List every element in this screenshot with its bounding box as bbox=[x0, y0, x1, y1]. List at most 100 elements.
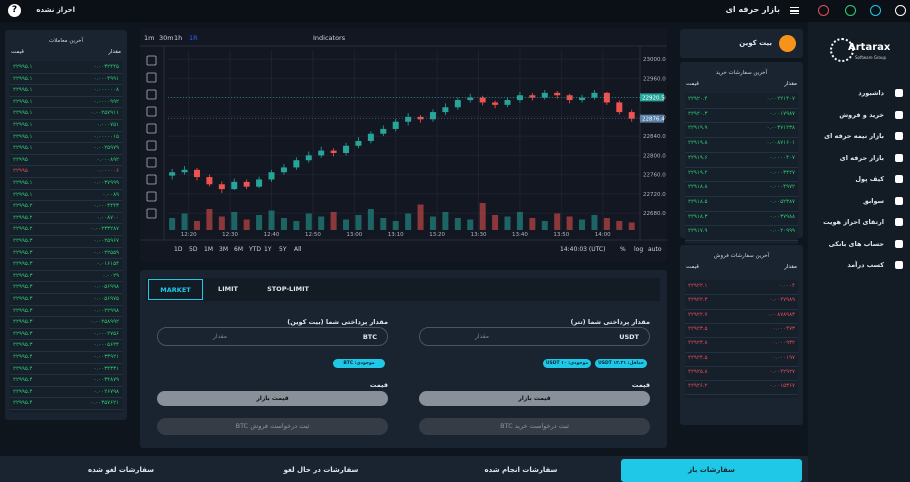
volume-bar bbox=[343, 219, 350, 230]
nav-item[interactable]: سوابق bbox=[863, 196, 884, 205]
sidebar bbox=[808, 22, 910, 482]
candle-body bbox=[417, 116, 424, 120]
interval: 1R bbox=[189, 34, 198, 42]
price: ۲۲۹۲۲.۱ bbox=[688, 283, 708, 289]
x-tick-label: 12:50 bbox=[305, 232, 321, 238]
top-icon[interactable] bbox=[895, 5, 906, 16]
nav-item[interactable]: حساب های بانکی bbox=[828, 239, 884, 248]
orders-tab[interactable]: سفارشات باز bbox=[621, 459, 802, 482]
y-tick-label: 22800.0 bbox=[643, 153, 666, 159]
candle-body bbox=[467, 97, 474, 101]
amount-input[interactable] bbox=[419, 327, 650, 346]
column-head: قیمت bbox=[686, 81, 699, 87]
price: ۲۲۹۹۵.۴ bbox=[13, 400, 33, 407]
orders-tab[interactable]: سفارشات در حال لغو bbox=[283, 466, 359, 474]
amount: ۰.۰۰۲۵۸۹۹۲ bbox=[90, 319, 119, 326]
scale-option: auto bbox=[648, 246, 662, 253]
nav-item[interactable]: داشبورد bbox=[858, 89, 884, 97]
price: ۲۲۹۱۸.۵ bbox=[688, 198, 708, 205]
submit-button[interactable]: ثبت درخواست فروش BTC bbox=[157, 418, 388, 435]
amount: ۰.۰۰۳۳۹۲۱ bbox=[93, 354, 119, 360]
candle-body bbox=[616, 102, 623, 113]
order-type-tab[interactable]: MARKET bbox=[148, 279, 203, 300]
volume-bar bbox=[330, 212, 337, 230]
amount: ۰.۰۰۲۰۹۹۹ bbox=[769, 228, 795, 235]
y-tick-label: 23000.0 bbox=[643, 57, 666, 63]
x-tick-label: 12:40 bbox=[264, 232, 280, 238]
volume-bar bbox=[181, 213, 188, 230]
volume-bar bbox=[169, 218, 176, 230]
candle-body bbox=[343, 145, 350, 153]
row-separator bbox=[685, 122, 798, 124]
drawing-tool bbox=[146, 191, 157, 202]
price-marker-label: 22920.5 bbox=[642, 95, 665, 101]
nav-item[interactable]: بازار نیمه حرفه ای bbox=[824, 132, 884, 140]
nav-item[interactable]: کیف پول bbox=[855, 175, 884, 183]
submit-button[interactable]: ثبت درخواست خرید BTC bbox=[419, 418, 650, 435]
column-head: قیمت bbox=[11, 49, 24, 55]
orders-tab[interactable]: سفارشات انجام شده bbox=[484, 466, 558, 474]
volume-bar bbox=[417, 204, 424, 230]
volume-bar bbox=[405, 213, 412, 230]
nav-item[interactable]: خرید و فروش bbox=[839, 110, 884, 119]
row-separator bbox=[10, 119, 122, 120]
candle-body bbox=[579, 97, 586, 101]
range-button: 6M bbox=[234, 246, 243, 253]
top-icon[interactable] bbox=[870, 5, 881, 16]
amount: ۰.۰۰۱۷۹۸۷ bbox=[769, 110, 795, 117]
amount: ۰.۰۰۳۲۴۴۵ bbox=[93, 64, 119, 70]
volume-bar bbox=[268, 210, 275, 230]
amount: ۰.۰۰۰۳۴۲۷ bbox=[769, 169, 795, 176]
menu-icon bbox=[790, 7, 799, 14]
input-placeholder: مقدار bbox=[475, 333, 489, 340]
orders-tab[interactable]: سفارشات لغو شده bbox=[87, 466, 155, 474]
price: ۲۲۹۱۷.۹ bbox=[688, 228, 708, 235]
drawing-tool bbox=[146, 89, 157, 100]
row-separator bbox=[10, 397, 122, 399]
row-separator bbox=[10, 177, 122, 178]
row-separator bbox=[685, 166, 798, 168]
range-button: 3M bbox=[219, 246, 228, 253]
candle-body bbox=[380, 128, 387, 134]
candle-body bbox=[293, 160, 300, 168]
range-button: 5Y bbox=[279, 246, 287, 253]
limit-badge: موجودی: ۱۰ USDT bbox=[543, 359, 591, 368]
volume-bar bbox=[454, 218, 461, 230]
row-separator bbox=[685, 195, 798, 197]
row-separator bbox=[10, 409, 122, 410]
market-price-button[interactable]: قیمت بازار bbox=[157, 391, 388, 406]
market-price-button[interactable]: قیمت بازار bbox=[419, 391, 650, 406]
candle-body bbox=[268, 172, 275, 180]
top-icon[interactable] bbox=[845, 5, 856, 16]
top-icon[interactable] bbox=[818, 5, 829, 16]
order-type-tab[interactable]: STOP-LIMIT bbox=[267, 285, 309, 293]
price: ۲۲۹۲۳.۸ bbox=[688, 340, 708, 347]
help-button[interactable]: ? bbox=[8, 4, 21, 17]
amount: ۰.۰۰۰۷۵۱ bbox=[96, 122, 119, 128]
nav-item[interactable]: بازار حرفه ای bbox=[839, 153, 884, 162]
interval: 1h bbox=[174, 34, 182, 42]
x-tick-label: 13:40 bbox=[512, 232, 528, 238]
amount: ۰.۰۰۲۲۵۵۹ bbox=[93, 249, 119, 256]
price: ۲۲۹۹۵.۱ bbox=[13, 133, 33, 140]
amount-input[interactable] bbox=[157, 327, 388, 346]
amount: ۰.۰۱۶۱۵۴ bbox=[96, 261, 119, 268]
price: ۲۲۹۹۵.۳ bbox=[13, 342, 33, 349]
nav-item[interactable]: ارتقای احراز هویت bbox=[823, 218, 884, 226]
row-separator bbox=[10, 304, 122, 306]
order-type-tab[interactable]: LIMIT bbox=[218, 285, 238, 293]
nav-icon bbox=[895, 218, 903, 226]
candle-body bbox=[429, 112, 436, 120]
nav-icon bbox=[895, 89, 903, 97]
nav-item[interactable]: کسب درآمد bbox=[847, 261, 884, 269]
amount-label: مقدار پرداختی شما (تتر) bbox=[570, 318, 650, 326]
logo-sub: Software Group bbox=[855, 55, 887, 60]
price: ۲۲۹۲۴.۵ bbox=[688, 354, 708, 361]
coin-name: بیت کوین bbox=[739, 39, 772, 47]
row-separator bbox=[10, 351, 122, 352]
x-tick-label: 13:30 bbox=[471, 232, 487, 238]
volume-bar bbox=[367, 209, 374, 230]
row-separator bbox=[10, 130, 122, 132]
volume-bar bbox=[193, 221, 200, 230]
x-tick-label: 12:30 bbox=[222, 232, 238, 238]
